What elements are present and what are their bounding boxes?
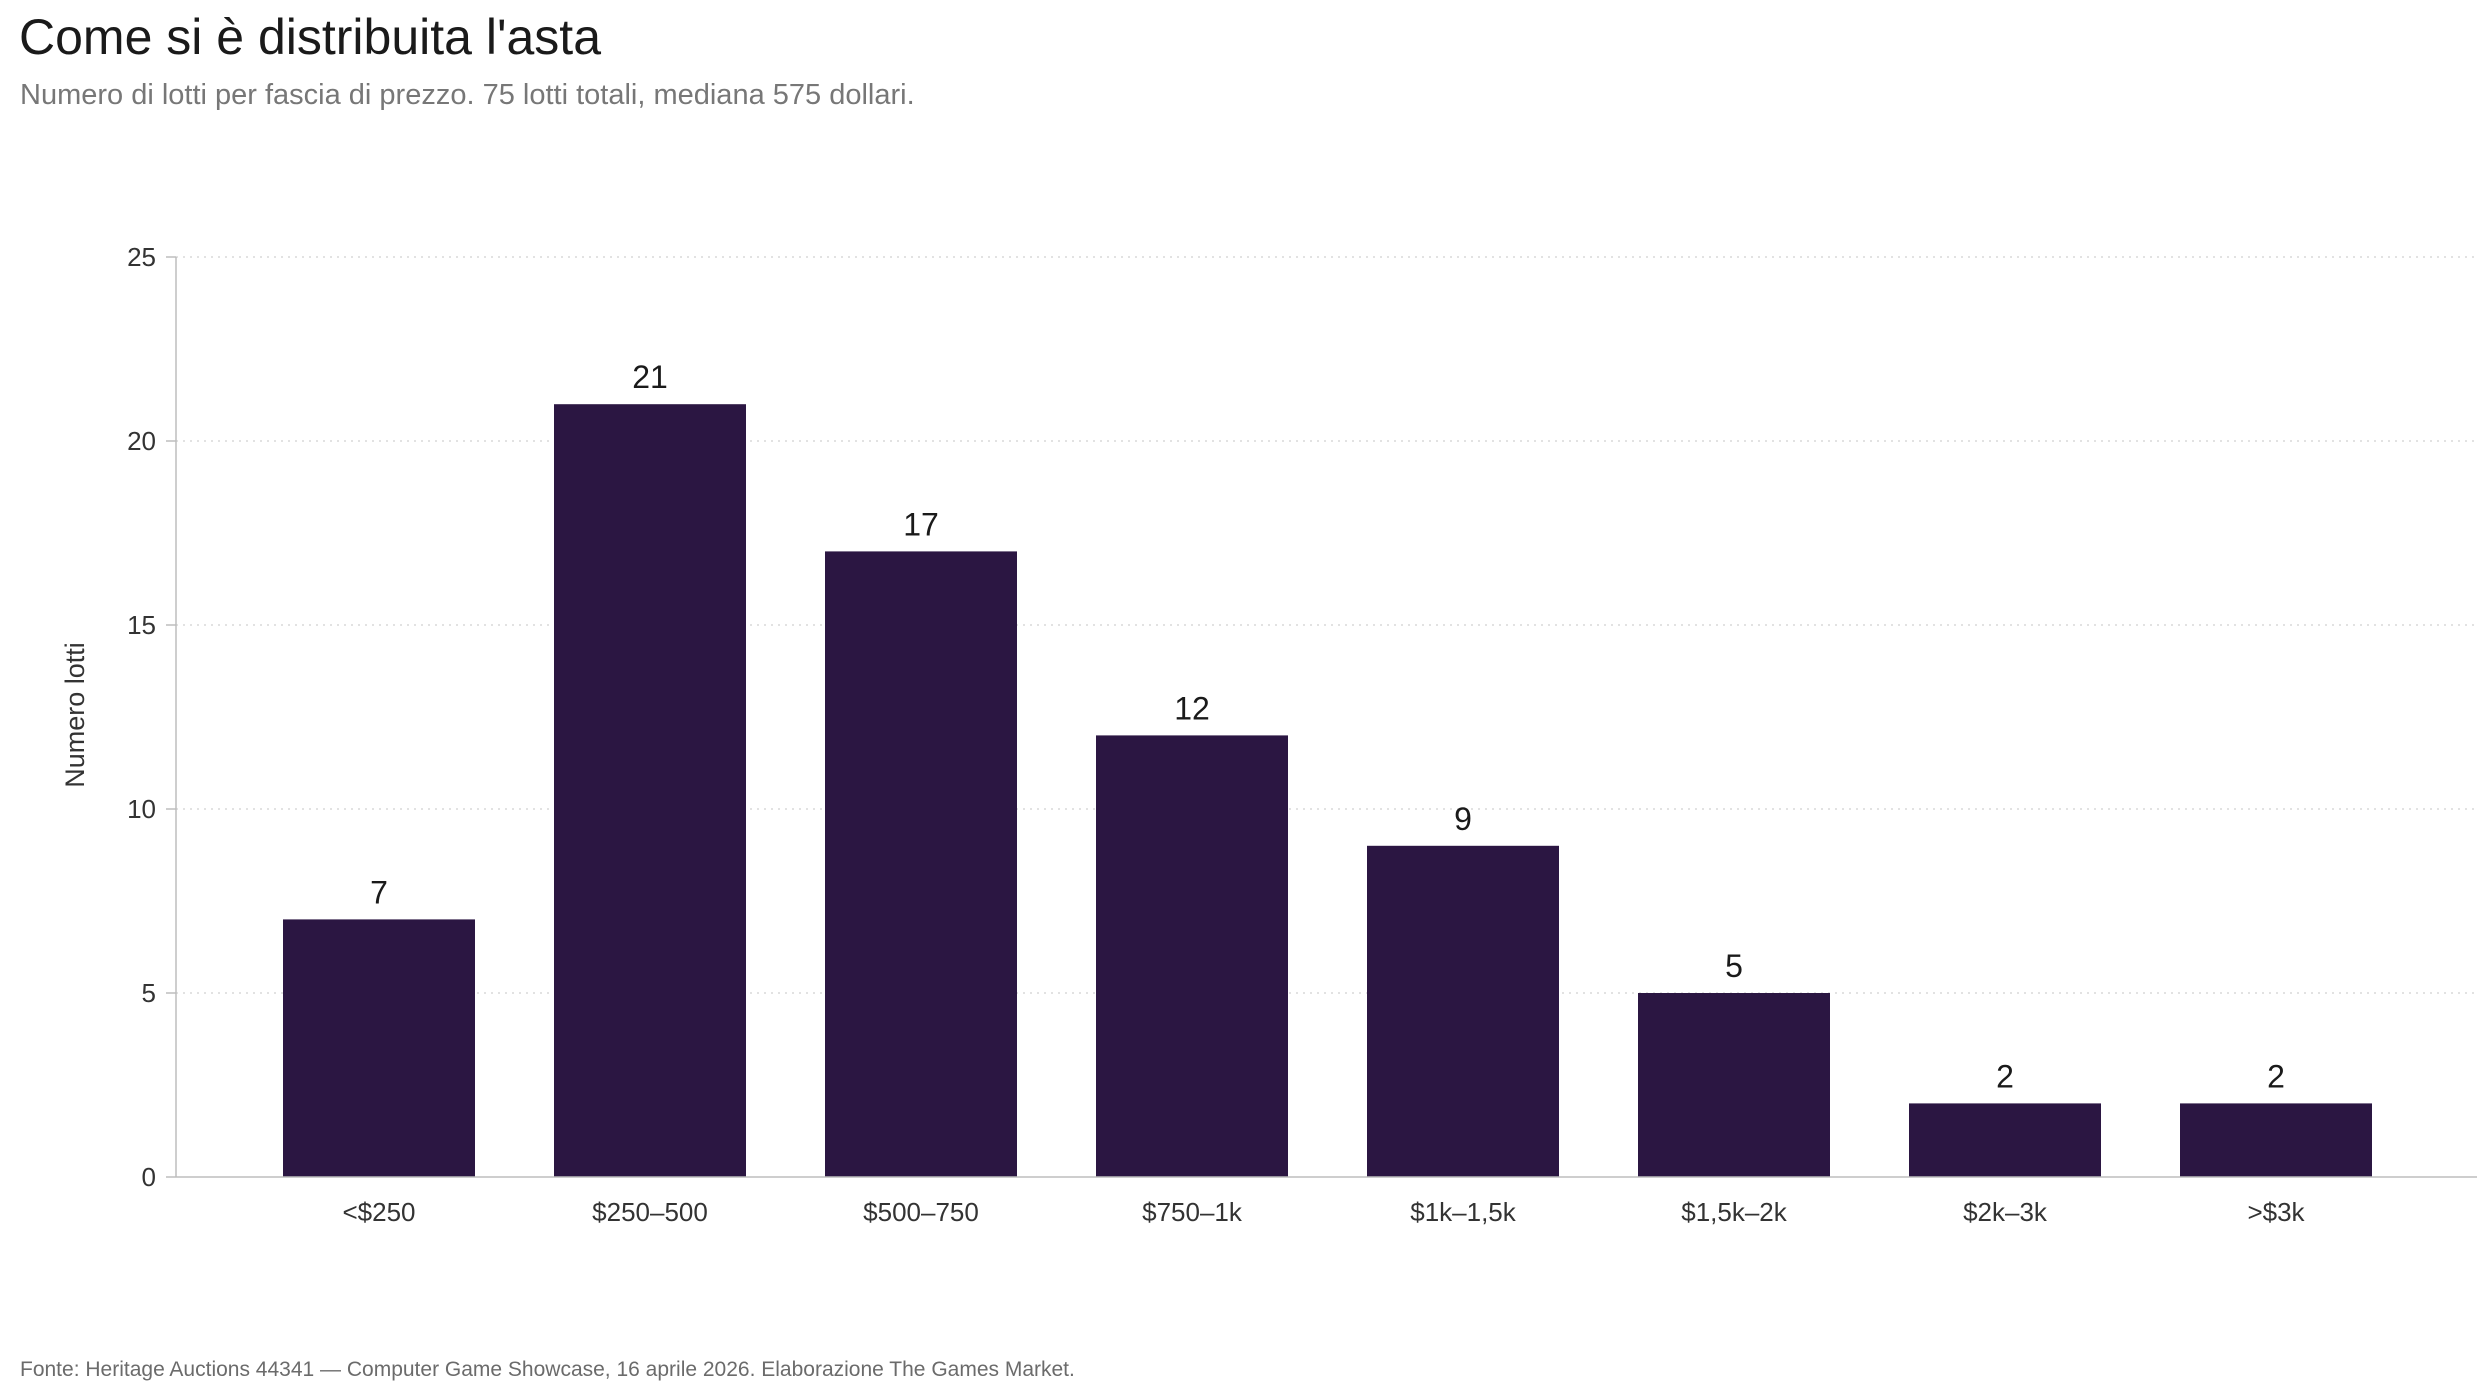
bar-value-label: 17 [903,506,939,542]
x-category-label: $1k–1,5k [1410,1197,1517,1227]
y-tick-label: 20 [127,426,156,456]
y-tick-label: 10 [127,794,156,824]
bar [1638,993,1830,1177]
x-category-label: $1,5k–2k [1681,1197,1788,1227]
x-category-label: $250–500 [592,1197,708,1227]
bar-value-label: 21 [632,359,668,395]
bar [554,404,746,1177]
y-tick-label: 0 [142,1162,156,1192]
source-note: Fonte: Heritage Auctions 44341 — Compute… [20,1358,1075,1381]
bar-value-label: 2 [1996,1058,2014,1094]
y-tick-label: 15 [127,610,156,640]
axes [166,256,2477,1178]
bar [1909,1103,2101,1177]
chart-subtitle: Numero di lotti per fascia di prezzo. 75… [20,79,915,111]
labels: 05101520257<$25021$250–50017$500–75012$7… [60,242,2306,1227]
bar-value-label: 5 [1725,948,1743,984]
x-category-label: >$3k [2247,1197,2305,1227]
y-axis-title: Numero lotti [60,642,90,788]
x-category-label: <$250 [342,1197,415,1227]
bar [825,551,1017,1177]
y-tick-label: 5 [142,978,156,1008]
y-tick-label: 25 [127,242,156,272]
bar [2180,1103,2372,1177]
bar-value-label: 9 [1454,801,1472,837]
bar-value-label: 7 [370,874,388,910]
bar [283,919,475,1177]
x-category-label: $750–1k [1142,1197,1243,1227]
grid-lines [176,256,2477,994]
bar [1367,845,1559,1177]
x-category-label: $500–750 [863,1197,979,1227]
chart-title: Come si è distribuita l'asta [19,9,602,65]
bar [1096,735,1288,1177]
bar-value-label: 2 [2267,1058,2285,1094]
x-category-label: $2k–3k [1963,1197,2048,1227]
bar-value-label: 12 [1174,690,1210,726]
bars [283,404,2372,1177]
